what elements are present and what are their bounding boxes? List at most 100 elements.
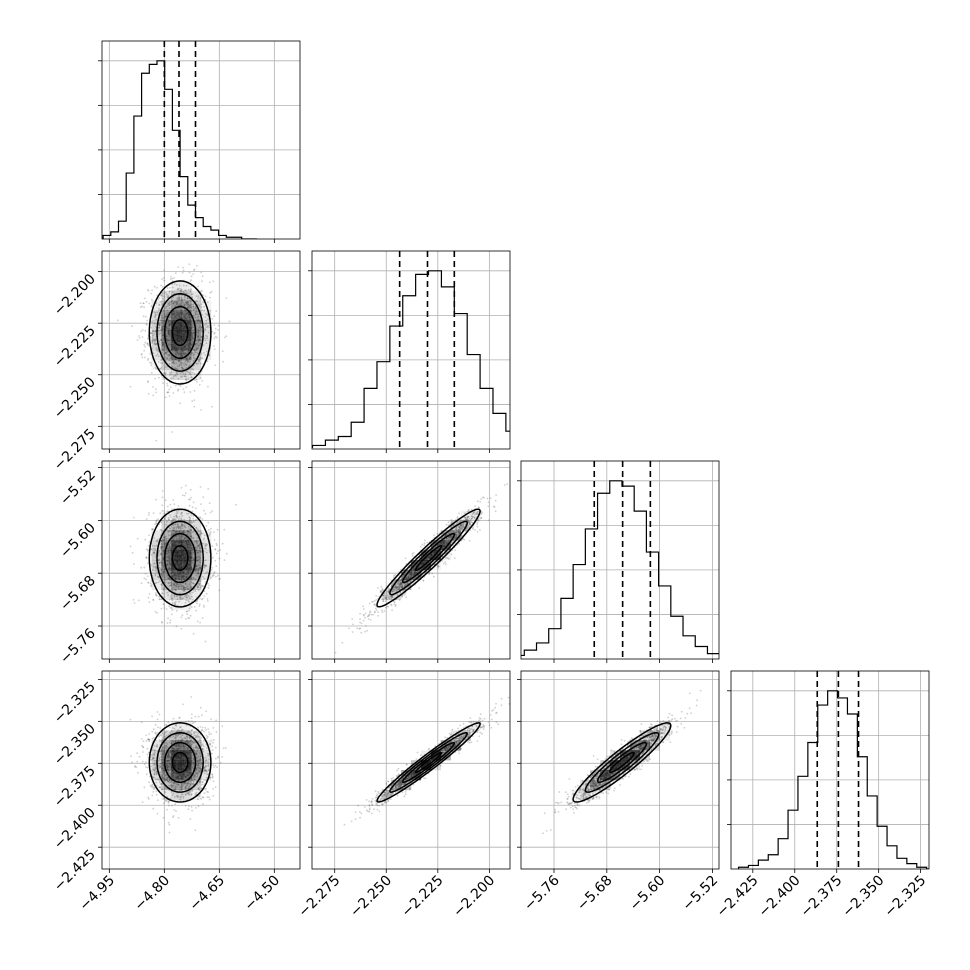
- sample-point: [178, 298, 181, 301]
- sample-point: [179, 308, 182, 310]
- sample-point: [223, 528, 226, 531]
- sample-point: [172, 524, 175, 526]
- sample-point: [194, 312, 197, 314]
- sample-point: [195, 518, 198, 521]
- sample-point: [152, 338, 155, 341]
- sample-point: [176, 300, 178, 303]
- sample-point: [160, 284, 163, 287]
- sample-point: [181, 598, 184, 600]
- sample-point: [167, 321, 170, 324]
- sample-point: [476, 525, 479, 528]
- sample-point: [170, 598, 173, 600]
- sample-point: [166, 391, 169, 394]
- sample-point: [183, 586, 185, 589]
- sample-point: [168, 324, 171, 326]
- sample-point: [169, 549, 172, 552]
- density-cell: [171, 290, 182, 301]
- sample-point: [152, 352, 155, 355]
- sample-point: [203, 305, 206, 308]
- sample-point: [138, 755, 141, 758]
- sample-point: [494, 499, 497, 502]
- sample-point: [196, 565, 199, 567]
- sample-point: [214, 335, 217, 338]
- sample-point: [162, 342, 165, 345]
- sample-point: [201, 313, 204, 316]
- sample-point: [167, 582, 170, 584]
- sample-point: [188, 528, 191, 530]
- sample-point: [177, 377, 180, 380]
- sample-point: [163, 543, 166, 545]
- sample-point: [160, 316, 163, 319]
- sample-point: [183, 295, 186, 298]
- sample-point: [199, 357, 202, 360]
- sample-point: [193, 525, 196, 527]
- sample-point: [164, 352, 167, 354]
- sample-point: [191, 547, 194, 549]
- sample-point: [160, 573, 163, 575]
- sample-point: [211, 318, 214, 320]
- sample-point: [144, 345, 147, 348]
- sample-point: [174, 374, 177, 377]
- sample-point: [362, 613, 365, 616]
- sample-point: [174, 367, 177, 370]
- sample-point: [153, 342, 156, 344]
- sample-point: [157, 554, 160, 556]
- sample-point: [179, 353, 182, 356]
- sample-point: [185, 375, 188, 378]
- sample-point: [164, 291, 167, 294]
- sample-point: [154, 593, 157, 596]
- sample-point: [175, 583, 178, 585]
- sample-point: [158, 566, 161, 569]
- sample-point: [194, 379, 196, 381]
- sample-point: [391, 609, 393, 611]
- sample-point: [198, 320, 201, 323]
- sample-point: [148, 534, 151, 536]
- sample-point: [213, 332, 216, 335]
- sample-point: [194, 313, 197, 316]
- sample-point: [179, 596, 182, 599]
- sample-point: [377, 614, 379, 617]
- sample-point: [194, 316, 197, 319]
- sample-point: [204, 295, 207, 298]
- sample-point: [199, 567, 202, 570]
- sample-point: [186, 370, 189, 373]
- sample-point: [164, 535, 167, 538]
- sample-point: [193, 353, 196, 356]
- sample-point: [162, 334, 164, 336]
- sample-point: [211, 405, 214, 408]
- sample-point: [179, 362, 182, 364]
- sample-point: [161, 490, 164, 492]
- sample-point: [152, 339, 155, 341]
- sample-point: [184, 370, 187, 373]
- panel-content: [102, 41, 300, 239]
- sample-point: [194, 570, 197, 573]
- sample-point: [153, 285, 156, 288]
- sample-point: [188, 521, 191, 524]
- sample-point: [375, 595, 378, 597]
- sample-point: [179, 402, 182, 405]
- sample-point: [162, 565, 165, 568]
- contour-level-0: [171, 318, 189, 347]
- sample-point: [196, 335, 199, 337]
- sample-point: [183, 531, 186, 534]
- sample-point: [190, 528, 193, 531]
- sample-point: [167, 549, 170, 552]
- sample-point: [195, 539, 198, 542]
- density-cell: [161, 290, 172, 301]
- sample-point: [179, 598, 182, 601]
- sample-point: [154, 723, 157, 726]
- sample-point: [180, 579, 183, 582]
- sample-point: [164, 581, 167, 584]
- sample-point: [188, 609, 190, 612]
- sample-point: [189, 518, 191, 521]
- sample-point: [176, 302, 178, 304]
- sample-point: [374, 607, 377, 610]
- sample-point: [197, 319, 200, 321]
- sample-point: [199, 344, 201, 347]
- sample-point: [185, 301, 187, 304]
- sample-point: [487, 501, 490, 504]
- sample-point: [150, 584, 153, 587]
- sample-point: [198, 358, 201, 361]
- sample-point: [201, 357, 204, 359]
